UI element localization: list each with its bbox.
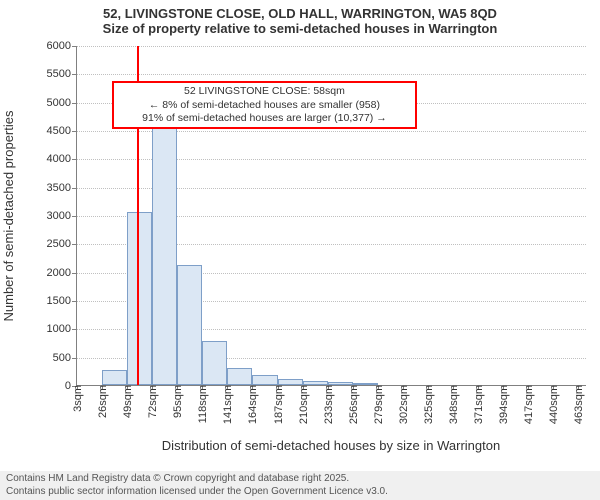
x-tick-label: 371sqm (471, 385, 485, 424)
x-tick-label: 72sqm (145, 385, 159, 418)
histogram-bar (328, 382, 353, 385)
x-tick-label: 26sqm (95, 385, 109, 418)
x-tick-label: 3sqm (70, 385, 84, 412)
histogram-bar (152, 114, 177, 385)
x-tick-label: 141sqm (220, 385, 234, 424)
x-tick-label: 302sqm (396, 385, 410, 424)
x-tick-label: 440sqm (546, 385, 560, 424)
x-tick-label: 49sqm (120, 385, 134, 418)
histogram-bar (127, 212, 152, 385)
chart-title-line1: 52, LIVINGSTONE CLOSE, OLD HALL, WARRING… (0, 0, 600, 21)
histogram-bar (252, 375, 277, 385)
x-tick-label: 279sqm (371, 385, 385, 424)
x-tick-label: 463sqm (571, 385, 585, 424)
annotation-line: 52 LIVINGSTONE CLOSE: 58sqm (118, 85, 411, 98)
plot-area: 0500100015002000250030003500400045005000… (76, 46, 586, 386)
annotation-box: 52 LIVINGSTONE CLOSE: 58sqm ← 8% of semi… (112, 81, 417, 128)
chart-container: { "title_line1": "52, LIVINGSTONE CLOSE,… (0, 0, 600, 500)
histogram-bar (303, 381, 328, 385)
y-axis-label: Number of semi-detached properties (1, 111, 16, 322)
y-tick-label: 3500 (47, 182, 77, 194)
x-tick-label: 233sqm (321, 385, 335, 424)
y-tick-label: 3000 (47, 210, 77, 222)
histogram-bar (227, 368, 252, 385)
attribution-text: Contains HM Land Registry data © Crown c… (0, 471, 600, 500)
x-tick-label: 417sqm (521, 385, 535, 424)
histogram-bar (177, 265, 202, 385)
x-tick-label: 118sqm (195, 385, 209, 423)
x-tick-label: 164sqm (245, 385, 259, 424)
annotation-line: 91% of semi-detached houses are larger (… (118, 112, 411, 125)
x-tick-label: 394sqm (496, 385, 510, 424)
x-axis-label: Distribution of semi-detached houses by … (76, 438, 586, 453)
gridline (77, 46, 586, 47)
y-tick-label: 2500 (47, 238, 77, 250)
y-tick-label: 4000 (47, 153, 77, 165)
x-tick-label: 187sqm (271, 385, 285, 424)
histogram-bar (353, 383, 378, 385)
histogram-bar (278, 379, 303, 385)
attribution-line: Contains HM Land Registry data © Crown c… (6, 473, 594, 486)
y-tick-label: 1000 (47, 323, 77, 335)
x-tick-label: 348sqm (446, 385, 460, 424)
y-tick-label: 5500 (47, 68, 77, 80)
annotation-line: ← 8% of semi-detached houses are smaller… (118, 99, 411, 112)
y-tick-label: 500 (53, 352, 77, 364)
y-tick-label: 2000 (47, 267, 77, 279)
attribution-line: Contains public sector information licen… (6, 486, 594, 499)
y-tick-label: 4500 (47, 125, 77, 137)
chart-title-line2: Size of property relative to semi-detach… (0, 21, 600, 36)
histogram-bar (102, 370, 127, 385)
histogram-bar (202, 341, 227, 385)
y-tick-label: 6000 (47, 40, 77, 52)
y-tick-label: 1500 (47, 295, 77, 307)
x-tick-label: 325sqm (421, 385, 435, 424)
x-tick-label: 256sqm (346, 385, 360, 424)
x-tick-label: 210sqm (296, 385, 310, 424)
x-tick-label: 95sqm (170, 385, 184, 418)
gridline (77, 74, 586, 75)
y-tick-label: 5000 (47, 97, 77, 109)
